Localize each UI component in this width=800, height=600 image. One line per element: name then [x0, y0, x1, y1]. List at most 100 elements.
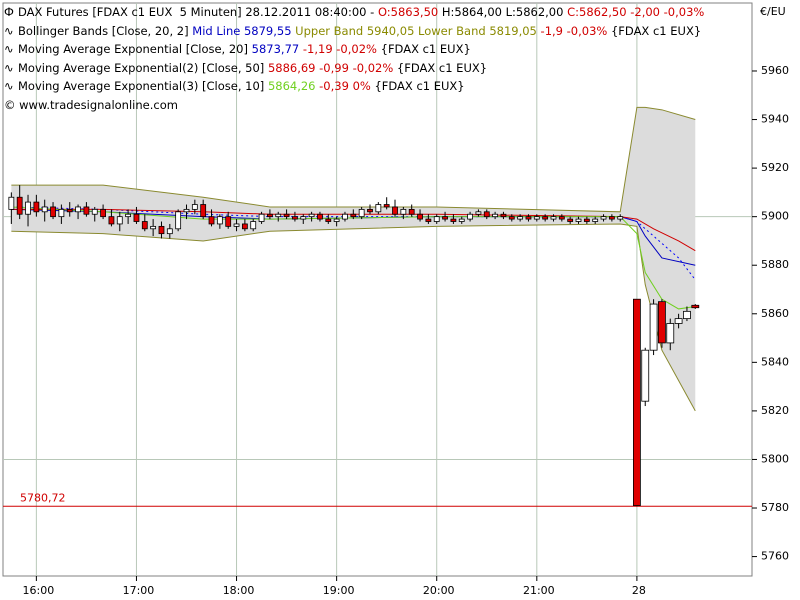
legend-text: © www.tradesignalonline.com [4, 97, 178, 112]
x-tick-label: 19:00 [323, 584, 355, 597]
candle-body [16, 196, 23, 215]
candle-body [108, 216, 115, 225]
legend-icon: ∿ [4, 60, 14, 75]
legend-row: ∿ Bollinger Bands [Close, 20, 2] Mid Line… [4, 22, 704, 41]
candle-body [400, 208, 407, 215]
candle-body [533, 216, 540, 220]
legend-text: O:5863,50 [377, 5, 439, 19]
candle-body [383, 204, 390, 208]
candle-body [500, 213, 507, 218]
legend-text: C:5862,50 -2,00 -0,03% [567, 5, 705, 19]
candle-body [649, 303, 658, 351]
legend-text: -1,9 -0,03% [536, 23, 608, 38]
y-tick-label: 5920 [761, 161, 789, 174]
candle-body [283, 213, 290, 218]
candle-body [58, 208, 65, 218]
candle-body [666, 323, 675, 344]
candle-body [458, 218, 465, 222]
candle-body [508, 216, 515, 220]
candle-body [475, 211, 482, 215]
legend-text: H:5864,00 L:5862,00 [438, 5, 568, 19]
candle-body [342, 213, 348, 220]
candle-body [333, 218, 340, 222]
candle-body [583, 218, 590, 222]
y-tick-label: 5760 [761, 550, 789, 563]
candle-body [592, 218, 599, 222]
legend-icon: ∿ [4, 79, 14, 93]
x-tick-label: 21:00 [523, 584, 555, 597]
candle-body [200, 204, 207, 218]
x-tick-label: 17:00 [123, 584, 155, 597]
candle-body [241, 223, 248, 230]
candle-body [417, 213, 423, 220]
candle-body [33, 201, 40, 213]
x-tick-label: 20:00 [423, 584, 455, 597]
y-tick-label: 5940 [761, 113, 789, 126]
candle-body [467, 213, 473, 220]
x-tick-label: 16:00 [23, 584, 55, 597]
legend-row: ∿ Moving Average Exponential(3) [Close, 1… [4, 77, 704, 96]
candle-body [292, 216, 298, 220]
candle-body [175, 211, 182, 230]
candle-body [674, 318, 683, 324]
y-tick-label: 5800 [761, 452, 789, 465]
candle-body [425, 218, 432, 222]
legend-icon: ∿ [4, 23, 14, 38]
legend-text: -0,39 0% [315, 79, 371, 93]
y-tick-label: 5820 [761, 404, 789, 417]
legend-text: 5886,69 [267, 60, 316, 75]
candle-body [300, 216, 307, 220]
candle-body [150, 225, 157, 230]
candle-body [558, 216, 565, 220]
candle-body [408, 208, 415, 215]
candle-body [542, 216, 549, 220]
x-tick-label: 18:00 [223, 584, 255, 597]
legend-text: 5873,77 [251, 42, 300, 56]
legend-row: ∿ Moving Average Exponential [Close, 20] … [4, 40, 704, 59]
legend-text: -1,19 -0,02% [299, 42, 377, 56]
candle-body [567, 218, 574, 222]
legend-text: {FDAX c1 EUX} [376, 42, 471, 56]
legend-icon: ∿ [4, 42, 14, 56]
plot-frame [2, 2, 753, 577]
candle-body [617, 216, 624, 220]
candle-body [483, 211, 490, 218]
legend-text: Moving Average Exponential(2) [Close, 50… [18, 60, 268, 75]
legend-row: © www.tradesignalonline.com [4, 96, 704, 115]
candle-body [450, 218, 457, 222]
candle-body [41, 206, 48, 213]
legend-text: Bollinger Bands [Close, 20, 2] [18, 23, 193, 38]
candle-body [517, 216, 524, 220]
legend-row: Ф DAX Futures [FDAX c1 EUX 5 Minuten] 28.… [4, 3, 704, 22]
candle-body [550, 216, 557, 220]
candle-body [183, 208, 190, 213]
band-upper [11, 106, 696, 213]
candle-body [191, 204, 198, 210]
candle-body [317, 213, 323, 220]
legend-text: {FDAX c1 EUX} [607, 23, 702, 38]
legend-row: ∿ Moving Average Exponential(2) [Close, 5… [4, 59, 704, 78]
candle-body [233, 223, 240, 227]
candle-body [75, 206, 81, 213]
candle-body [641, 349, 650, 402]
legend-text: Upper Band 5940,05 Lower Band 5819,05 [291, 23, 537, 38]
candle-body [525, 216, 532, 220]
legend-text: DAX Futures [FDAX c1 EUX 5 Minuten] 28.1… [18, 5, 378, 19]
legend-text: Moving Average Exponential(3) [Close, 10… [18, 79, 268, 93]
candle-body [358, 208, 365, 218]
legend-text: 5864,26 [267, 79, 316, 93]
ema-line [11, 206, 696, 281]
y-tick-label: 5860 [761, 307, 789, 320]
candle-body [116, 216, 123, 225]
candle-body [208, 216, 215, 225]
y-tick-label: 5840 [761, 355, 789, 368]
legend-text: Mid Line 5879,55 [192, 23, 292, 38]
candle-body [442, 216, 448, 220]
candle-body [125, 213, 132, 218]
level-label: 5780,72 [20, 491, 66, 504]
candle-body [25, 201, 31, 215]
candle-body [91, 208, 98, 215]
candle-body [50, 206, 56, 218]
